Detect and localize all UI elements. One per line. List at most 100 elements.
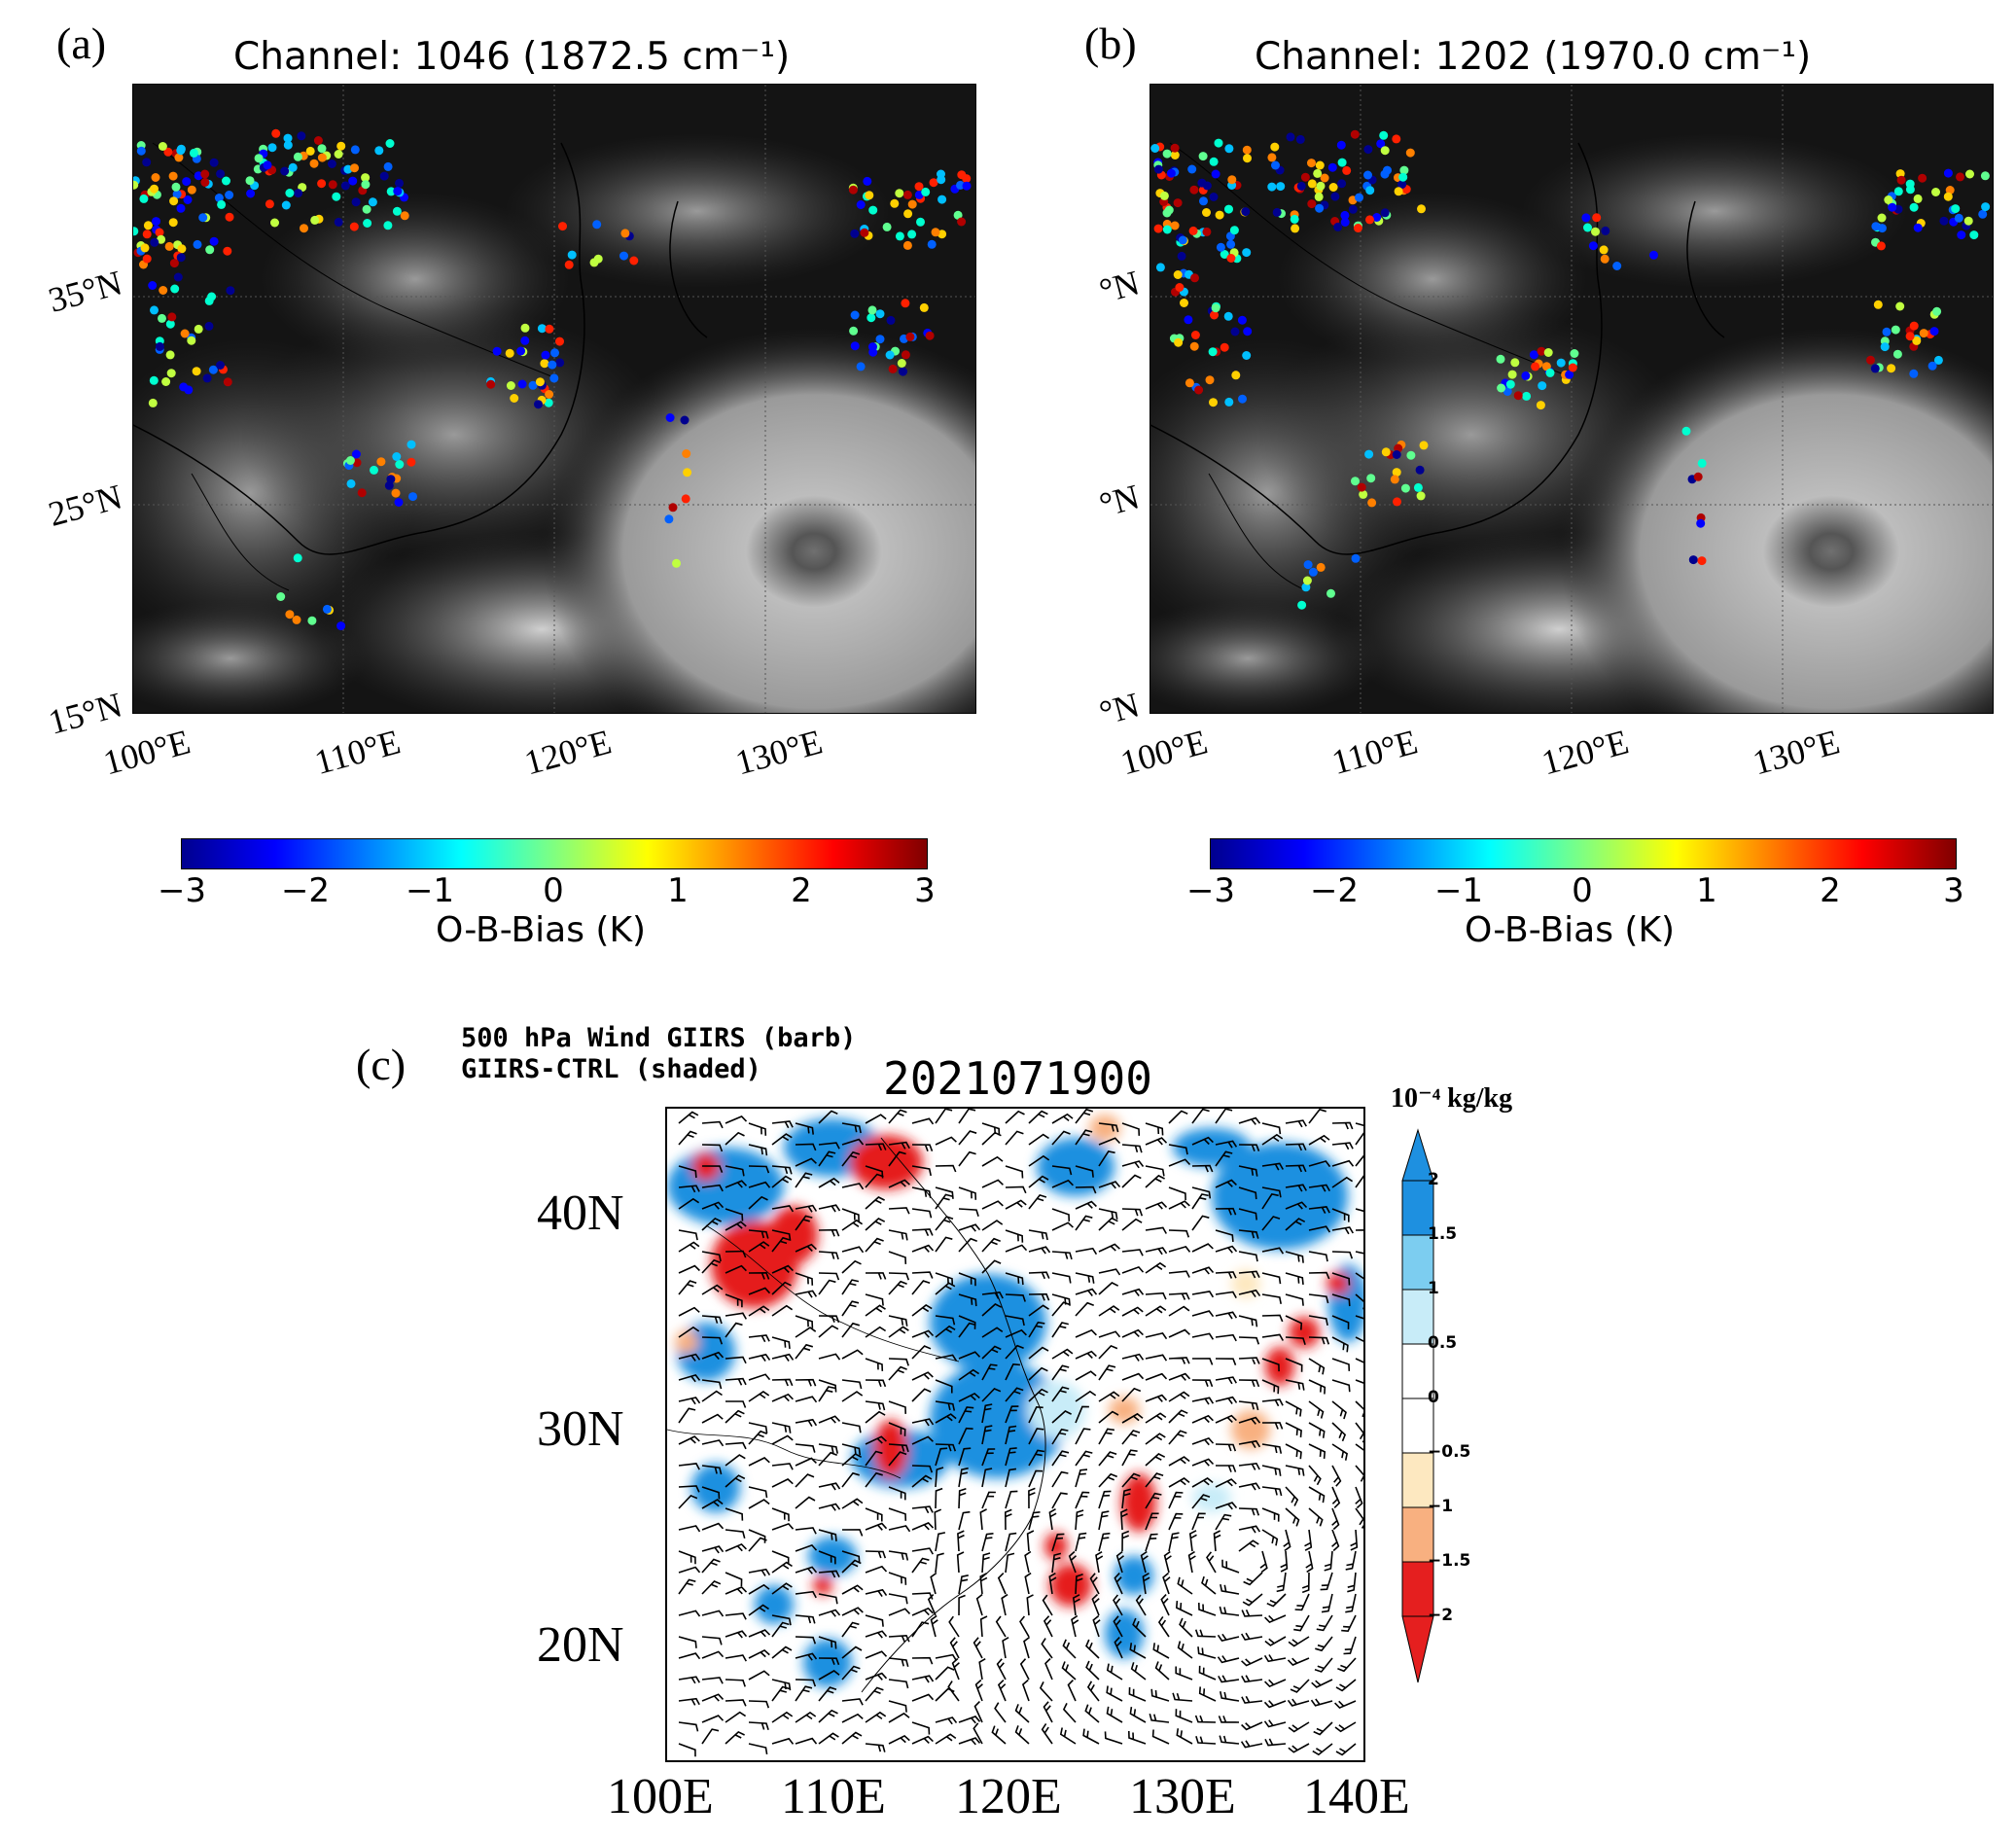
wind-barb [1005,1165,1024,1179]
observation-dot [328,180,337,190]
observation-dot [903,209,913,219]
observation-dot [140,243,150,253]
wind-barb [958,1186,977,1200]
wind-barb [1075,1390,1097,1402]
wind-barb [771,1614,792,1626]
observation-dot [1320,173,1329,183]
wind-barb [1238,1270,1260,1279]
observation-dot [1531,362,1540,372]
wind-barb [1005,1229,1024,1243]
wind-barb [771,1229,792,1241]
wind-barb [888,1550,909,1561]
wind-barb [957,1530,965,1552]
observation-dot [1351,553,1361,563]
wind-barb [911,1304,933,1317]
observation-dot [334,217,343,227]
wind-barb [935,1236,953,1253]
observation-dot [907,230,917,239]
observation-dot [919,302,929,312]
observation-dot [1162,149,1172,159]
panel-b-colorbar-label: O-B-Bias (K) [1465,910,1676,950]
observation-dot [346,478,356,488]
wind-barb [1177,1576,1193,1595]
observation-dot [1170,143,1180,153]
observation-dot [1185,378,1194,388]
wind-barb [1285,1218,1306,1231]
wind-barb [818,1451,837,1467]
wind-barb [888,1679,909,1689]
panel-b-observation-dots [1150,129,1991,610]
wind-barb [1285,1336,1306,1345]
wind-barb [935,1552,944,1574]
wind-barb [911,1607,934,1616]
observation-dot [1337,179,1347,189]
wind-barb [1331,1121,1354,1130]
observation-dot [555,336,564,346]
wind-barb [1026,1530,1035,1552]
observation-dot [394,498,404,507]
wind-barb [1217,1633,1240,1643]
wind-barb [795,1543,818,1552]
observation-dot [1175,283,1185,292]
observation-dot [336,141,346,151]
panel-c-lon-tick: 120E [955,1769,1062,1824]
observation-dot [283,140,293,150]
wind-barb [841,1183,865,1190]
wind-barb [701,1217,722,1231]
wind-barb [1098,1208,1118,1220]
wind-barb [1042,1594,1053,1616]
observation-dot [505,348,514,358]
observation-dot [263,160,272,170]
wind-barb [1261,1314,1284,1323]
observation-dot [619,251,628,261]
wind-barb [795,1496,816,1509]
wind-barb [1293,1614,1310,1632]
wind-barb [701,1315,723,1325]
observation-dot [193,239,202,249]
wind-barb [1215,1179,1237,1188]
wind-barb [1098,1344,1118,1360]
wind-barb [981,1403,993,1424]
observation-dot [863,176,872,186]
wind-barb [1191,1512,1206,1531]
wind-barb [1194,1715,1217,1723]
wind-barb [1059,1727,1077,1745]
observation-dot [1513,391,1523,401]
observation-dot [907,199,917,209]
observation-dot [246,189,256,198]
wind-barb [1175,1709,1193,1723]
wind-barb [1187,1550,1196,1574]
wind-barb [818,1609,841,1617]
wind-barb [951,1657,960,1681]
wind-barb [958,1510,971,1531]
wind-barb [1082,1728,1100,1745]
wind-barb [1005,1447,1017,1467]
observation-dot [902,190,912,199]
wind-barb [1168,1292,1190,1300]
wind-barb [1051,1533,1065,1552]
observation-dot [1307,199,1317,209]
wind-barb [841,1621,860,1638]
observation-dot [1931,188,1940,196]
observation-dot [161,377,171,386]
observation-dot [1581,213,1591,223]
wind-barb [1215,1333,1237,1342]
observation-dot [157,234,166,244]
panel-b-lat-tick: °N [1095,263,1144,311]
wind-barb [1331,1142,1354,1150]
wind-barb [865,1272,887,1280]
observation-dot [1951,204,1961,214]
wind-barb [1091,1593,1100,1616]
wind-barb [981,1552,991,1574]
observation-dot [202,373,212,383]
wind-barb [981,1237,1001,1253]
observation-dot [133,180,139,190]
wind-barb [678,1676,700,1684]
observation-dot [1600,254,1609,264]
observation-dot [664,514,674,524]
observation-dot [1359,489,1368,499]
wind-barb [1238,1539,1259,1552]
wind-barb [981,1388,1002,1402]
wind-barb [841,1698,864,1706]
wind-barb [748,1670,770,1681]
